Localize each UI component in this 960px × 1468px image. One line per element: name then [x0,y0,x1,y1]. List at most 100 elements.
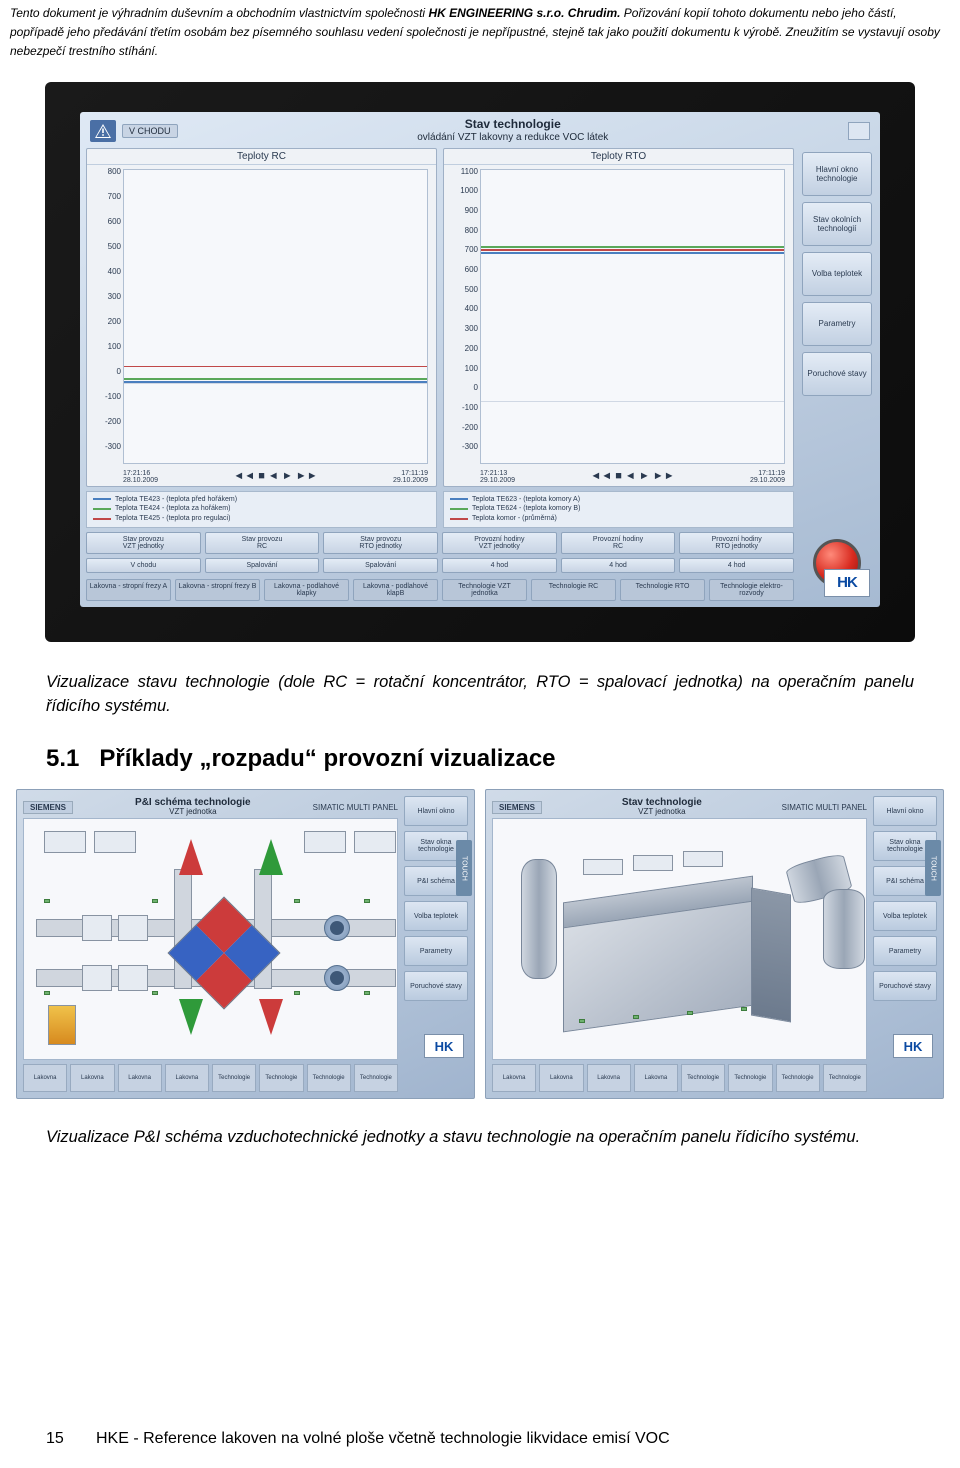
chart-rto-xaxis: 17:21:1329.10.2009 ◄◄ ■ ◄ ► ►► 17:11:192… [444,468,793,486]
nav-tab[interactable]: Technologie [681,1064,725,1092]
y-tick: -200 [448,423,478,432]
caption-bottom: Vizualizace P&I schéma vzduchotechnické … [0,1125,960,1150]
status-button[interactable]: Stav provozuRC [205,532,320,554]
y-tick: -100 [91,392,121,401]
brand-badge: SIEMENS [492,801,542,814]
chart-rto-title: Teploty RTO [444,149,793,165]
status-button[interactable]: Provozní hodinyVZT jednotky [442,532,557,554]
nav-tab[interactable]: Lakovna [118,1064,162,1092]
nav-tab[interactable]: Lakovna [165,1064,209,1092]
nav-tab[interactable]: Lakovna - podlahové klapky [264,579,349,601]
x-tick: 28.10.2009 [123,477,158,484]
footer-text: HKE - Reference lakoven na volné ploše v… [96,1430,914,1448]
side-button[interactable]: Volba teplotek [873,901,937,931]
nav-tab[interactable]: Technologie [259,1064,303,1092]
status-button[interactable]: Provozní hodinyRC [561,532,676,554]
value-button[interactable]: 4 hod [442,558,557,573]
nav-tab[interactable]: Lakovna [70,1064,114,1092]
status-chip: V CHODU [122,124,178,138]
side-button[interactable]: Hlavní okno [873,796,937,826]
value-button[interactable]: Spalování [323,558,438,573]
tab-row: Lakovna - stropní frezy ALakovna - strop… [86,579,794,601]
nav-tab[interactable]: Lakovna - stropní frezy A [86,579,171,601]
side-button[interactable]: Stav okolních technologií [802,202,872,246]
nav-tab[interactable]: Technologie elektro-rozvody [709,579,794,601]
y-tick: 900 [448,206,478,215]
legend-label: Teplota TE623 - (teplota komory A) [472,495,580,505]
status-button[interactable]: Provozní hodinyRTO jednotky [679,532,794,554]
x-tick: 29.10.2009 [750,477,785,484]
side-button[interactable]: Parametry [802,302,872,346]
nav-tab[interactable]: Lakovna [587,1064,631,1092]
legend-swatch [93,518,111,520]
hk-logo-small: HK [424,1034,464,1058]
brand-badge: SIEMENS [23,801,73,814]
status-button[interactable]: Stav provozuRTO jednotky [323,532,438,554]
value-button[interactable]: 4 hod [679,558,794,573]
nav-tab[interactable]: Lakovna [492,1064,536,1092]
side-button[interactable]: Parametry [404,936,468,966]
legend-swatch [450,498,468,500]
nav-tab[interactable]: Lakovna [539,1064,583,1092]
value-button[interactable]: 4 hod [561,558,676,573]
nav-tab[interactable]: Technologie RTO [620,579,705,601]
nav-tab[interactable]: Technologie [354,1064,398,1092]
nav-tab[interactable]: Technologie [307,1064,351,1092]
hmi-charts: Teploty RC 8007006005004003002001000-100… [86,148,794,601]
btn-row-1: Stav provozuVZT jednotkyStav provozuRCSt… [86,532,794,554]
chart-rc: Teploty RC 8007006005004003002001000-100… [86,148,437,487]
legend-row: Teplota TE423 - (teplota před hořákem)Te… [86,491,794,528]
nav-tab[interactable]: Lakovna - podlahové klapB [353,579,438,601]
close-icon[interactable] [848,122,870,140]
y-tick: 400 [91,267,121,276]
small-hmi-left: SIEMENS P&I schéma technologie VZT jedno… [16,789,475,1099]
disclaimer-text: Tento dokument je výhradním duševním a o… [0,0,960,72]
y-tick: 500 [448,285,478,294]
nav-tab[interactable]: Lakovna - stropní frezy B [175,579,260,601]
legend-label: Teplota TE425 - (teplota pro regulaci) [115,514,230,524]
y-tick: -300 [448,442,478,451]
nav-tab[interactable]: Technologie [212,1064,256,1092]
page-number: 15 [46,1430,96,1448]
y-tick: 100 [448,364,478,373]
side-button[interactable]: Volba teplotek [802,252,872,296]
y-tick: 1000 [448,186,478,195]
nav-tab[interactable]: Technologie RC [531,579,616,601]
legend-item: Teplota TE624 - (teplota komory B) [450,504,787,514]
y-tick: -100 [448,403,478,412]
sh-tabs-right: LakovnaLakovnaLakovnaLakovnaTechnologieT… [492,1064,867,1092]
nav-tab[interactable]: Technologie [823,1064,867,1092]
dual-screenshots: SIEMENS P&I schéma technologie VZT jedno… [0,789,960,1125]
y-tick: 600 [91,217,121,226]
page-footer: 15 HKE - Reference lakoven na volné ploš… [0,1430,960,1448]
nav-tab[interactable]: Technologie VZT jednotka [442,579,527,601]
side-button[interactable]: Poruchové stavy [404,971,468,1001]
legend-item: Teplota TE623 - (teplota komory A) [450,495,787,505]
section-heading: 5.1 Příklady „rozpadu“ provozní vizualiz… [0,745,960,773]
btn-row-2: V choduSpalováníSpalování4 hod4 hod4 hod [86,558,794,573]
nav-tab[interactable]: Lakovna [634,1064,678,1092]
hmi-screen: V CHODU Stav technologie ovládání VZT la… [80,112,880,607]
sh-titlebar: SIEMENS P&I schéma technologie VZT jedno… [23,796,398,818]
value-button[interactable]: V chodu [86,558,201,573]
side-button[interactable]: Volba teplotek [404,901,468,931]
nav-tab[interactable]: Technologie [776,1064,820,1092]
nav-tab[interactable]: Lakovna [23,1064,67,1092]
y-tick: 700 [91,192,121,201]
y-tick: 300 [448,324,478,333]
side-button[interactable]: Parametry [873,936,937,966]
side-button[interactable]: Poruchové stavy [873,971,937,1001]
side-button[interactable]: Hlavní okno [404,796,468,826]
value-button[interactable]: Spalování [205,558,320,573]
status-button[interactable]: Stav provozuVZT jednotky [86,532,201,554]
section-title: Příklady „rozpadu“ provozní vizualizace [99,745,555,772]
sh-title: P&I schéma technologie VZT jednotka [77,797,309,817]
nav-tab[interactable]: Technologie [728,1064,772,1092]
hk-logo-small: HK [893,1034,933,1058]
y-tick: 1100 [448,167,478,176]
side-button[interactable]: Hlavní okno technologie [802,152,872,196]
legend-swatch [450,508,468,510]
y-tick: 700 [448,245,478,254]
x-tick: 17:21:13 [480,470,515,477]
side-button[interactable]: Poruchové stavy [802,352,872,396]
